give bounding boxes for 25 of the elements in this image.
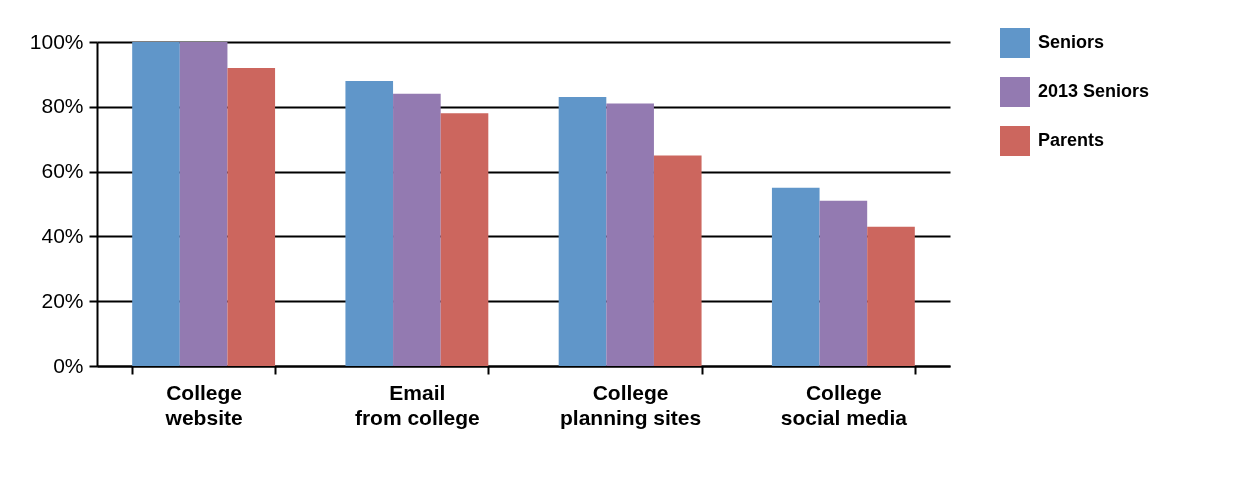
bar bbox=[558, 97, 607, 366]
bar bbox=[440, 113, 489, 366]
bar bbox=[345, 80, 394, 366]
bar bbox=[227, 67, 276, 366]
x-tick-label: College social media bbox=[780, 380, 908, 429]
legend-label: 2013 Seniors bbox=[1038, 81, 1150, 101]
y-tick-label: 20% bbox=[41, 288, 84, 312]
bar bbox=[771, 187, 820, 366]
bar bbox=[819, 200, 868, 366]
x-tick-label: College planning sites bbox=[560, 380, 702, 429]
legend-label: Parents bbox=[1038, 130, 1105, 150]
y-tick-label: 40% bbox=[41, 223, 84, 247]
y-tick-label: 60% bbox=[41, 159, 84, 183]
bar bbox=[653, 155, 702, 366]
y-tick-label: 0% bbox=[53, 353, 84, 377]
bar bbox=[606, 103, 654, 366]
y-tick-label: 80% bbox=[41, 94, 84, 118]
x-tick-label: College website bbox=[164, 380, 243, 429]
y-tick-label: 100% bbox=[29, 29, 84, 53]
x-tick-label: Email from college bbox=[354, 380, 480, 429]
bar bbox=[393, 93, 441, 366]
bar bbox=[132, 42, 180, 366]
bar bbox=[867, 226, 915, 366]
legend-label: Seniors bbox=[1038, 32, 1105, 52]
bar bbox=[179, 42, 228, 366]
